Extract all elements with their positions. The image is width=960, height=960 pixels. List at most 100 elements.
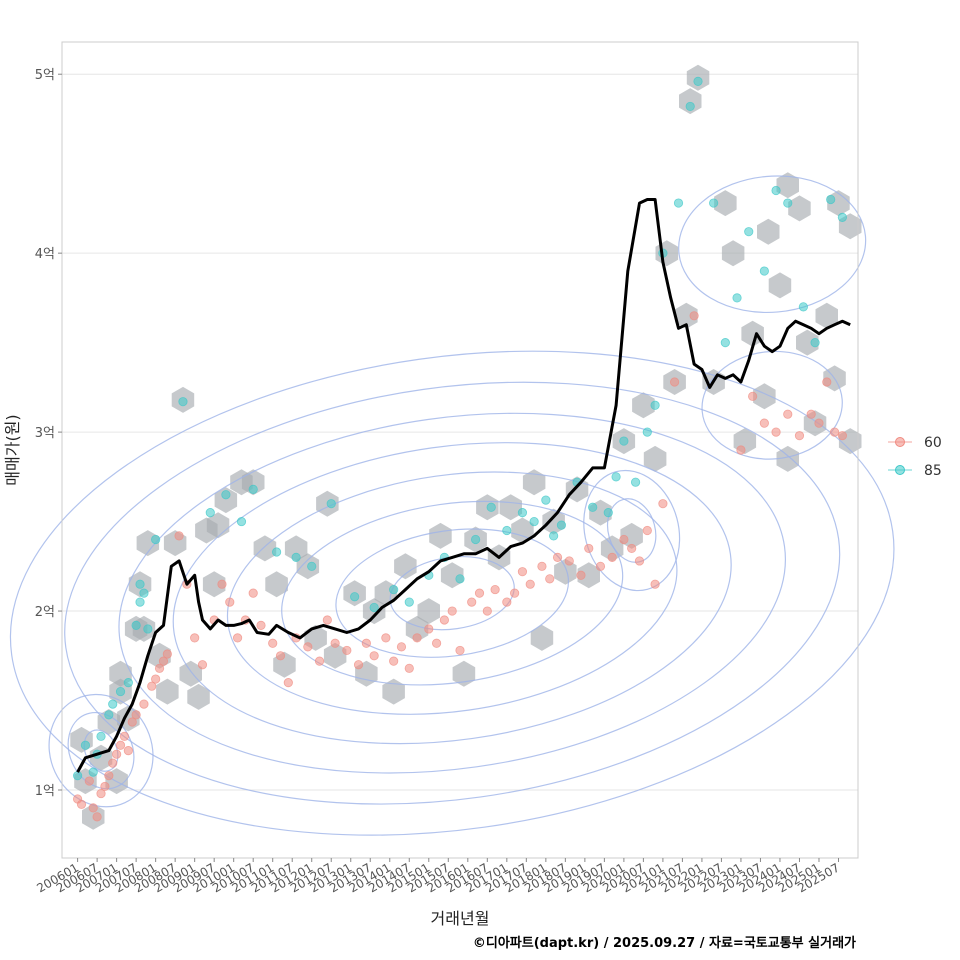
point-60 xyxy=(283,678,293,688)
hex-bin xyxy=(757,218,780,245)
point-60 xyxy=(814,418,824,428)
point-85 xyxy=(135,579,145,589)
point-60 xyxy=(412,633,422,643)
point-60 xyxy=(537,561,547,571)
point-60 xyxy=(162,649,172,659)
point-85 xyxy=(404,597,414,607)
point-60 xyxy=(650,579,660,589)
hex-bin xyxy=(452,660,476,687)
legend-label-85: 85 xyxy=(924,463,942,479)
point-85 xyxy=(529,516,539,527)
point-85 xyxy=(80,740,91,750)
hex-bin xyxy=(405,615,429,642)
point-85 xyxy=(143,624,153,634)
point-85 xyxy=(131,620,141,630)
point-85 xyxy=(759,266,769,276)
hex-bin xyxy=(530,624,554,651)
y-axis-title: 매매가(원) xyxy=(3,414,22,485)
point-60 xyxy=(119,731,130,741)
point-60 xyxy=(104,771,114,781)
point-85 xyxy=(389,584,399,595)
point-85 xyxy=(178,397,188,407)
y-tick-label: 2억 xyxy=(35,605,55,620)
point-85 xyxy=(732,293,742,303)
hex-bin xyxy=(394,553,417,580)
hex-bin xyxy=(776,445,799,472)
legend-swatch-dot-60 xyxy=(895,437,905,447)
point-60 xyxy=(353,660,364,670)
point-60 xyxy=(837,431,847,441)
point-60 xyxy=(190,633,200,643)
point-60 xyxy=(642,525,652,536)
point-60 xyxy=(584,543,594,554)
point-60 xyxy=(303,642,313,652)
point-60 xyxy=(482,606,492,616)
point-60 xyxy=(127,717,137,727)
hex-bin xyxy=(323,642,347,669)
point-60 xyxy=(112,749,122,759)
point-60 xyxy=(381,633,391,643)
hex-bin xyxy=(721,240,745,267)
point-85 xyxy=(486,502,496,512)
point-60 xyxy=(322,615,332,625)
point-85 xyxy=(151,534,161,545)
density-contours xyxy=(9,175,895,836)
point-60 xyxy=(447,606,457,616)
point-85 xyxy=(326,499,336,509)
density-contour xyxy=(48,693,154,808)
hex-bin xyxy=(156,678,179,705)
point-60 xyxy=(525,579,535,589)
point-85 xyxy=(611,472,621,482)
hex-bin xyxy=(675,302,698,329)
point-60 xyxy=(439,615,449,625)
point-60 xyxy=(396,642,407,652)
point-85 xyxy=(798,302,808,312)
hex-bin xyxy=(179,660,202,687)
point-85 xyxy=(549,531,559,541)
point-60 xyxy=(595,561,606,571)
point-85 xyxy=(248,484,258,494)
point-60 xyxy=(151,674,161,684)
point-60 xyxy=(829,427,840,437)
point-85 xyxy=(139,588,149,598)
point-85 xyxy=(693,76,703,86)
hex-bin xyxy=(429,522,452,549)
density-contour xyxy=(701,350,843,460)
point-60 xyxy=(467,597,477,607)
hex-bin xyxy=(187,683,210,710)
median-line xyxy=(76,198,851,773)
hex-bin xyxy=(643,445,667,472)
density-contour xyxy=(64,381,841,805)
point-85 xyxy=(556,520,567,530)
y-tick-label: 1억 xyxy=(35,784,55,799)
point-85 xyxy=(471,534,481,545)
point-85 xyxy=(685,101,695,112)
point-60 xyxy=(627,543,637,554)
hex-bin xyxy=(511,517,534,544)
point-60 xyxy=(552,552,563,562)
point-60 xyxy=(806,409,816,419)
hex-bin xyxy=(788,195,811,222)
point-60 xyxy=(232,633,243,643)
point-60 xyxy=(517,567,528,577)
point-85 xyxy=(650,400,660,410)
point-85 xyxy=(673,198,684,208)
legend-label-60: 60 xyxy=(924,435,942,451)
point-85 xyxy=(720,338,730,348)
point-60 xyxy=(607,552,617,562)
hex-bins xyxy=(70,64,862,830)
point-60 xyxy=(404,663,414,673)
point-60 xyxy=(455,645,465,656)
point-85 xyxy=(744,227,754,237)
point-85 xyxy=(104,710,114,720)
plot-border xyxy=(61,41,859,859)
point-85 xyxy=(619,436,629,446)
density-contour xyxy=(678,175,867,314)
point-60 xyxy=(100,781,110,792)
hex-bin xyxy=(714,190,737,217)
point-85 xyxy=(291,552,301,562)
point-60 xyxy=(822,377,832,387)
legend: 60 85 xyxy=(888,435,942,479)
